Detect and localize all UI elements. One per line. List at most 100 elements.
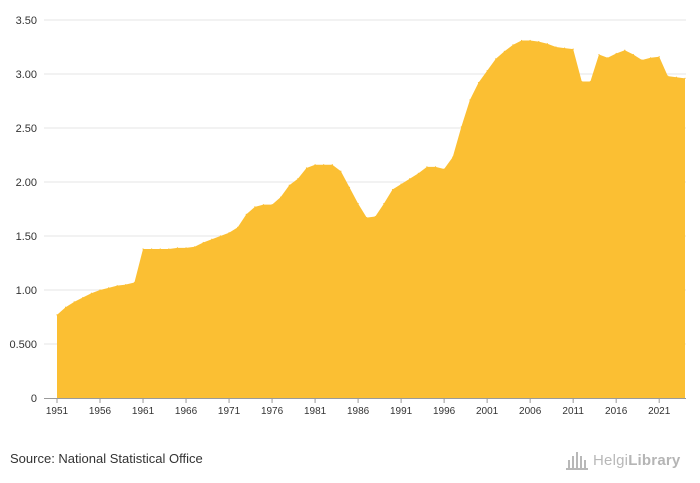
data-point xyxy=(168,248,170,250)
data-point xyxy=(538,41,540,43)
data-point xyxy=(202,241,204,244)
data-point xyxy=(546,43,548,45)
x-tick-label: 2016 xyxy=(605,406,628,417)
data-point xyxy=(219,235,222,237)
y-tick-label: 2.00 xyxy=(16,177,37,189)
data-point xyxy=(477,82,480,84)
data-point xyxy=(159,248,161,250)
x-tick-label: 1986 xyxy=(347,406,370,417)
data-point xyxy=(615,52,617,55)
data-point xyxy=(667,75,669,77)
data-point xyxy=(331,164,333,166)
data-point xyxy=(228,232,230,234)
data-point xyxy=(391,188,394,191)
data-point xyxy=(520,39,523,42)
x-tick-label: 2011 xyxy=(562,406,584,417)
data-point xyxy=(434,166,437,168)
x-tick-label: 1951 xyxy=(46,406,69,417)
helgi-library-logo[interactable]: HelgiLibrary xyxy=(566,449,680,471)
data-point xyxy=(151,248,153,250)
data-point xyxy=(323,164,325,166)
area-fill xyxy=(57,40,685,399)
data-point xyxy=(237,226,239,228)
data-point xyxy=(357,203,359,205)
logo-text: HelgiLibrary xyxy=(593,452,680,469)
data-point xyxy=(469,99,471,101)
x-tick-label: 1976 xyxy=(261,406,284,417)
data-point xyxy=(116,285,118,287)
data-point xyxy=(297,178,299,180)
data-point xyxy=(211,238,213,240)
data-point xyxy=(245,213,247,215)
data-point xyxy=(400,183,402,185)
data-point xyxy=(176,247,179,249)
y-tick-label: 1.50 xyxy=(16,231,37,243)
building-icon xyxy=(566,452,588,470)
y-tick-label: 0.500 xyxy=(9,339,37,351)
data-point xyxy=(142,248,144,250)
x-tick-label: 2001 xyxy=(476,406,499,417)
data-point xyxy=(108,287,110,289)
data-point xyxy=(348,186,351,188)
x-tick-label: 2006 xyxy=(519,406,542,417)
data-point xyxy=(606,57,609,59)
logo-text-bold: Library xyxy=(628,451,681,469)
data-point xyxy=(624,49,626,51)
data-point xyxy=(305,167,308,169)
data-point xyxy=(409,178,411,180)
x-tick-label: 2021 xyxy=(648,406,671,417)
data-point xyxy=(366,217,368,219)
area-series xyxy=(56,39,686,399)
data-point xyxy=(632,53,634,56)
data-point xyxy=(185,247,187,249)
y-tick-label: 1.00 xyxy=(16,285,37,297)
data-point xyxy=(73,301,75,303)
data-point xyxy=(262,204,265,206)
source-note: Source: National Statistical Office xyxy=(10,451,203,466)
data-point xyxy=(529,39,531,42)
data-point xyxy=(426,166,428,168)
data-point xyxy=(555,46,557,48)
data-point xyxy=(374,215,376,218)
data-point xyxy=(684,77,686,79)
data-point xyxy=(486,70,488,72)
y-tick-label: 3.00 xyxy=(16,69,37,81)
data-point xyxy=(503,50,505,52)
y-axis-ticks: 0 0.500 1.00 1.50 2.00 2.50 3.00 3.50 xyxy=(9,15,37,405)
data-point xyxy=(512,44,514,46)
x-tick-label: 1981 xyxy=(304,406,327,417)
data-point xyxy=(495,58,497,60)
data-point xyxy=(340,170,342,172)
data-point xyxy=(417,172,419,174)
data-point xyxy=(383,203,385,205)
data-point xyxy=(314,164,316,166)
data-point xyxy=(82,296,84,299)
data-point xyxy=(452,156,454,158)
data-point xyxy=(598,53,600,56)
x-tick-label: 1966 xyxy=(175,406,198,417)
data-point xyxy=(254,206,256,208)
data-point xyxy=(443,168,445,170)
x-tick-label: 1971 xyxy=(218,406,241,417)
data-point xyxy=(56,314,58,316)
x-tick-label: 1991 xyxy=(390,406,413,417)
y-tick-label: 0 xyxy=(31,393,37,405)
data-point xyxy=(589,80,591,83)
data-point xyxy=(288,184,290,186)
data-point xyxy=(194,246,196,248)
data-point xyxy=(90,292,93,294)
y-tick-label: 2.50 xyxy=(16,123,37,135)
data-point xyxy=(641,59,643,61)
data-point xyxy=(460,126,462,128)
x-axis-ticks: 1951 1956 1961 1966 1971 1976 1981 1986 1991 1996… xyxy=(46,398,671,417)
data-point xyxy=(675,76,678,78)
data-point xyxy=(65,306,67,308)
data-point xyxy=(133,281,136,284)
data-point xyxy=(581,80,583,83)
data-point xyxy=(125,284,127,286)
data-point xyxy=(271,204,273,206)
data-point xyxy=(658,56,660,58)
data-point xyxy=(563,47,566,49)
data-point xyxy=(99,289,101,291)
